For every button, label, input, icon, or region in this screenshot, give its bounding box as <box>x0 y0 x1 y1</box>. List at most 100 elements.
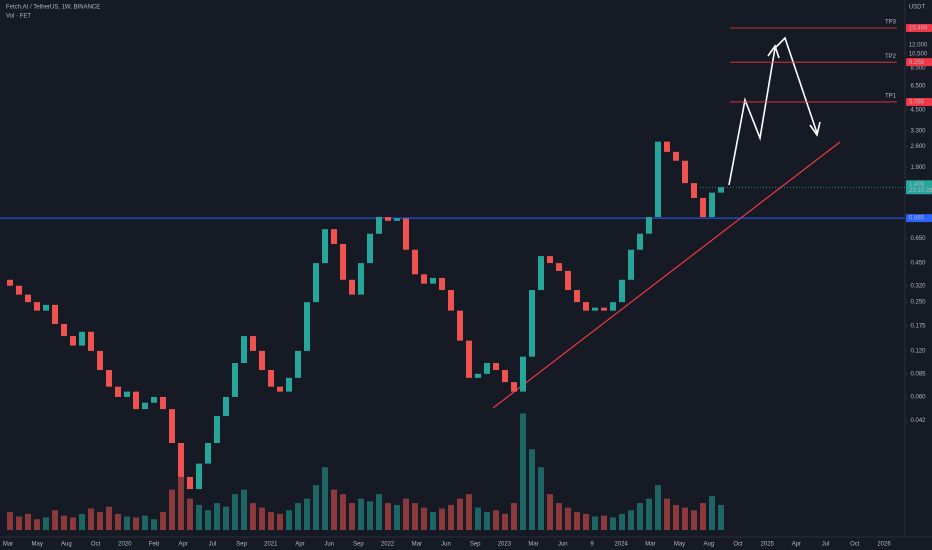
volume-bar <box>655 485 661 530</box>
y-tick-label: 8.500 <box>910 65 926 71</box>
volume-bar <box>574 512 580 530</box>
x-tick-label: 2021 <box>264 542 278 548</box>
candle-body <box>61 323 67 337</box>
candle-body <box>169 409 175 444</box>
volume-bar <box>187 498 193 530</box>
candle-body <box>178 443 184 477</box>
candle-body <box>664 141 670 152</box>
candle-body <box>475 373 481 378</box>
price-tag <box>906 97 932 106</box>
volume-bar <box>70 517 76 530</box>
candle-body <box>124 391 130 397</box>
volume-bar <box>583 513 589 530</box>
volume-bar <box>250 503 256 530</box>
volume-bar <box>52 510 58 530</box>
x-tick-label: Feb <box>149 542 160 548</box>
x-tick-label: 2025 <box>761 542 775 548</box>
volume-bar <box>331 489 337 530</box>
candle-body <box>241 336 247 364</box>
x-tick-label: Sep <box>353 542 364 548</box>
volume-bar <box>223 506 229 530</box>
x-tick-label: 2022 <box>381 542 395 548</box>
x-tick-label: Apr <box>792 542 801 548</box>
volume-bar <box>97 512 103 530</box>
volume-bar <box>709 495 715 530</box>
volume-bar <box>340 494 346 530</box>
y-tick-label: 2.600 <box>910 144 926 150</box>
x-tick-label: Mar <box>528 542 538 548</box>
candle-body <box>466 340 472 378</box>
volume-bar <box>349 503 355 530</box>
volume-bar <box>313 485 319 530</box>
x-tick-label: Apr <box>179 542 188 548</box>
candle-body <box>430 277 436 284</box>
countdown: 23:10:29 <box>909 188 932 194</box>
volume-bar <box>25 513 31 530</box>
candle-body <box>601 307 607 311</box>
candle-body <box>70 336 76 346</box>
candle-body <box>412 249 418 275</box>
candle-body <box>142 402 148 410</box>
volume-bar <box>358 498 364 530</box>
volume-bar <box>610 517 616 530</box>
price-tag-label: 0.885 <box>909 216 925 222</box>
x-tick-label: 2020 <box>118 542 132 548</box>
candle-body <box>277 386 283 392</box>
volume-bar <box>7 512 13 530</box>
y-tick-label: 0.650 <box>910 236 926 242</box>
x-tick-label: Jul <box>822 542 830 548</box>
volume-bar <box>529 449 535 530</box>
y-tick-label: 0.085 <box>910 371 926 377</box>
candle-body <box>421 274 427 284</box>
candle-body <box>349 279 355 295</box>
candle-body <box>214 416 220 444</box>
candle-body <box>223 396 229 417</box>
price-tag <box>906 180 932 195</box>
candle-body <box>52 304 58 324</box>
candle-body <box>592 307 598 311</box>
x-tick-label: Jun <box>324 542 334 548</box>
x-tick-label: Mar <box>645 542 655 548</box>
volume-bar <box>502 513 508 530</box>
volume-bar <box>691 510 697 530</box>
x-tick-label: Apr <box>295 542 304 548</box>
candle-body <box>322 229 328 264</box>
y-tick-label: 0.450 <box>910 261 926 267</box>
price-tag-label: 5.088 <box>909 100 925 106</box>
candle-body <box>655 141 661 218</box>
x-tick-label: May <box>32 542 43 548</box>
volume-bar <box>376 494 382 530</box>
volume-bar <box>412 503 418 530</box>
candle-body <box>457 310 463 341</box>
candle-body <box>529 290 535 357</box>
volume-bar <box>214 503 220 530</box>
price-tag <box>906 214 932 223</box>
volume-bar <box>457 498 463 530</box>
volume-bar <box>394 504 400 530</box>
volume-bar <box>178 476 184 530</box>
candle-body <box>205 443 211 464</box>
volume-bar <box>619 513 625 530</box>
volume-bar <box>511 503 517 530</box>
candle-body <box>340 243 346 280</box>
candle-body <box>7 279 13 286</box>
candle-body <box>574 290 580 303</box>
volume-bar <box>241 489 247 530</box>
volume-bar <box>430 512 436 530</box>
chart-title: Fetch.AI / TetherUS, 1W, BINANCE <box>6 5 100 11</box>
x-tick-label: Oct <box>91 542 101 548</box>
volume-bar <box>142 515 148 530</box>
volume-bar <box>16 516 22 530</box>
x-tick-label: 2023 <box>498 542 512 548</box>
candle-body <box>286 377 292 392</box>
volume-bar <box>601 515 607 530</box>
x-tick-label: Aug <box>703 542 714 548</box>
volume-bar <box>322 467 328 530</box>
volume-bar <box>205 510 211 530</box>
volume-bar <box>520 413 526 530</box>
volume-bar <box>385 503 391 530</box>
volume-bar <box>277 513 283 530</box>
y-tick-label: 12.000 <box>909 43 928 49</box>
x-tick-label: Aug <box>61 542 72 548</box>
